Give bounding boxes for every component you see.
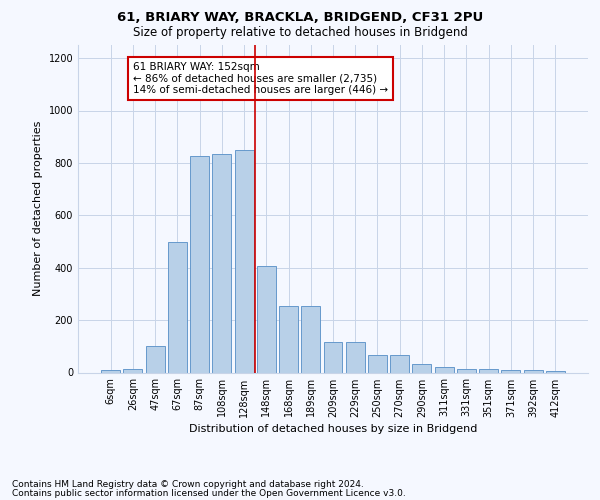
X-axis label: Distribution of detached houses by size in Bridgend: Distribution of detached houses by size … <box>189 424 477 434</box>
Text: Size of property relative to detached houses in Bridgend: Size of property relative to detached ho… <box>133 26 467 39</box>
Bar <box>124 369 142 372</box>
Bar <box>235 150 254 372</box>
Bar <box>479 368 498 372</box>
Bar <box>368 356 387 372</box>
Bar <box>101 370 120 372</box>
Bar <box>524 370 542 372</box>
Bar <box>168 242 187 372</box>
Bar <box>502 370 520 372</box>
Bar <box>546 371 565 372</box>
Text: 61, BRIARY WAY, BRACKLA, BRIDGEND, CF31 2PU: 61, BRIARY WAY, BRACKLA, BRIDGEND, CF31 … <box>117 11 483 24</box>
Bar <box>457 368 476 372</box>
Y-axis label: Number of detached properties: Number of detached properties <box>33 121 43 296</box>
Bar <box>212 154 231 372</box>
Text: 61 BRIARY WAY: 152sqm
← 86% of detached houses are smaller (2,735)
14% of semi-d: 61 BRIARY WAY: 152sqm ← 86% of detached … <box>133 62 388 95</box>
Bar <box>257 266 276 372</box>
Text: Contains public sector information licensed under the Open Government Licence v3: Contains public sector information licen… <box>12 489 406 498</box>
Bar <box>190 156 209 372</box>
Bar <box>323 342 343 372</box>
Bar <box>412 364 431 372</box>
Bar <box>390 356 409 372</box>
Text: Contains HM Land Registry data © Crown copyright and database right 2024.: Contains HM Land Registry data © Crown c… <box>12 480 364 489</box>
Bar <box>346 342 365 372</box>
Bar <box>146 346 164 372</box>
Bar <box>301 306 320 372</box>
Bar <box>279 306 298 372</box>
Bar <box>435 366 454 372</box>
